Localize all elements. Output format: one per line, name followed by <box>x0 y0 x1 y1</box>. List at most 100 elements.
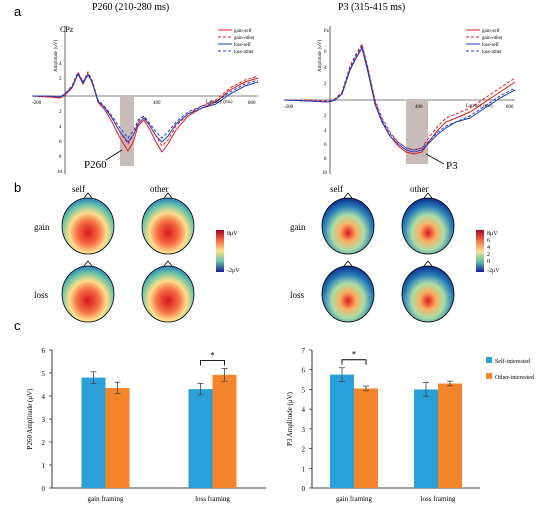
topo-right-col-self: self <box>330 184 343 194</box>
y-axis-label: P3 Amplitude (μV) <box>286 391 294 446</box>
topo-right-cbar-0: 0 <box>487 259 490 265</box>
erp-right-ytick-pos-4: 4 <box>324 66 327 71</box>
bar <box>81 377 106 488</box>
erp-left-loss-self <box>32 72 259 143</box>
topo-left-loss-other <box>141 260 195 323</box>
erp-right-annotation: P3 <box>446 160 458 172</box>
erp-left-plot: CPz Amplitude (uV) -200 400 800 Latency … <box>31 25 259 175</box>
erp-left-xtick-3: 800 <box>248 101 256 106</box>
y-axis-label: P260 Amplitude (μV) <box>26 388 34 450</box>
erp-left-ytick-neg-2: 2 <box>59 110 62 115</box>
erp-right-ytick-neg-8: 8 <box>324 157 327 162</box>
legend-label: Other-interested <box>495 375 534 381</box>
erp-right-plot: Pz Amplitude (uV) -200 400 800 Latency (… <box>283 26 516 176</box>
legend-gain-other: gain-other <box>482 36 503 41</box>
ytick-label: 0 <box>42 485 46 493</box>
significance-star: * <box>210 350 215 360</box>
legend-gain-self: gain-self <box>482 29 500 34</box>
erp-left-gain-self <box>31 72 259 153</box>
ytick-label: 2 <box>302 446 306 454</box>
erp-left-ytick-pos-4: 4 <box>59 62 62 67</box>
topo-right-row-gain: gain <box>290 222 306 232</box>
bar <box>354 388 378 488</box>
topomaps: self other self other gain loss gain los… <box>34 184 500 323</box>
topo-left-colorbar <box>216 230 224 272</box>
topo-left-loss-self <box>61 260 115 323</box>
legend-gain-other: gain-other <box>234 36 255 41</box>
category-label: gain framing <box>336 495 372 503</box>
ytick-label: 6 <box>302 367 306 375</box>
topo-right-colorbar <box>476 230 484 272</box>
ytick-label: 2 <box>42 439 46 447</box>
erp-right-xtick-1: -200 <box>284 105 294 110</box>
topo-left-cbar-top: 8μV <box>227 231 238 237</box>
erp-right-channel: Pz <box>324 29 330 34</box>
topo-left-row-loss: loss <box>34 290 49 300</box>
erp-right-annotation-arrow <box>425 153 445 165</box>
topo-right-cbar-top: 8μV <box>487 231 498 237</box>
legend-swatch <box>486 357 492 363</box>
bar <box>438 383 462 488</box>
erp-right-xtick-2: 400 <box>415 105 423 110</box>
ytick-label: 4 <box>42 393 46 401</box>
topo-right-row-loss: loss <box>290 290 305 300</box>
erp-right-loss-self <box>283 46 516 153</box>
erp-right-ytick-neg-10: 10 <box>322 171 328 176</box>
erp-right-legend: gain-self gain-other loss-self loss-othe… <box>466 29 503 55</box>
erp-left-ytick-neg-4: 4 <box>59 125 62 130</box>
bar <box>188 389 213 488</box>
topo-right-loss-self <box>321 260 375 323</box>
erp-right-loss-other <box>283 44 516 151</box>
erp-left-title: P260 (210-280 ms) <box>92 2 170 13</box>
erp-left-ytick-neg-8: 8 <box>59 155 62 160</box>
erp-right-ytick-neg-6: 6 <box>324 143 327 148</box>
erp-right-gain-other <box>284 42 516 151</box>
category-label: loss framing <box>421 495 456 503</box>
ytick-label: 1 <box>42 462 46 470</box>
erp-right-xtick-3: 800 <box>506 105 514 110</box>
panel-letter-c: c <box>14 318 21 333</box>
legend-gain-self: gain-self <box>234 29 252 34</box>
bar-chart-p3: 0 1 2 3 4 5 6 7 P3 Amplitude (μV) gain framing los… <box>286 347 534 503</box>
erp-left-xtick-1: -200 <box>32 101 42 106</box>
erp-right-title: P3 (315-415 ms) <box>338 2 406 13</box>
erp-left-xtick-2: 400 <box>153 101 161 106</box>
erp-right-ytick-neg-2: 2 <box>324 114 327 119</box>
erp-left-gain-other <box>31 70 259 147</box>
erp-right-ytick-pos-2: 2 <box>324 82 327 87</box>
erp-left-annotation-arrow <box>105 149 123 161</box>
legend-label: Self-interested <box>495 358 530 365</box>
bar-chart-p260: 0 1 2 3 4 5 6 P260 Amplitude (μV) gain framing lo… <box>26 347 266 503</box>
significance-bracket <box>341 359 367 365</box>
topo-right-cbar-4: 4 <box>487 245 490 251</box>
ytick-label: 3 <box>302 426 306 434</box>
legend-loss-self: loss-self <box>482 43 499 48</box>
erp-left-legend: gain-self gain-other loss-self loss-othe… <box>218 29 255 55</box>
erp-left-ytick-neg-6: 6 <box>59 140 62 145</box>
topo-right-col-other: other <box>410 184 429 194</box>
ytick-label: 6 <box>42 347 46 355</box>
erp-right-ytick-neg-4: 4 <box>324 129 327 134</box>
panel-letter-b: b <box>14 180 22 195</box>
erp-right-ytick-pos-6: 6 <box>324 50 327 55</box>
bar <box>105 387 130 488</box>
topo-left-gain-self <box>61 192 115 255</box>
legend-swatch <box>486 373 492 379</box>
erp-left-loss-other <box>32 71 259 139</box>
significance-star: * <box>352 350 357 360</box>
significance-bracket <box>200 359 225 366</box>
legend-loss-self: loss-self <box>234 43 251 48</box>
ytick-label: 1 <box>302 465 306 473</box>
topo-right-gain-other <box>401 192 455 255</box>
ytick-label: 7 <box>302 347 306 355</box>
erp-left-ylabel: Amplitude (uV) <box>54 40 59 72</box>
erp-left-annotation: P260 <box>84 159 107 171</box>
panel-letter-a: a <box>14 4 22 19</box>
topo-left-col-other: other <box>150 184 169 194</box>
ytick-label: 5 <box>302 386 306 394</box>
erp-left-channel: CPz <box>60 25 74 34</box>
topo-left-gain-other <box>141 192 195 255</box>
topo-right-cbar-2: 2 <box>487 252 490 258</box>
bar <box>330 374 354 488</box>
topo-right-cbar-6: 6 <box>487 238 490 244</box>
